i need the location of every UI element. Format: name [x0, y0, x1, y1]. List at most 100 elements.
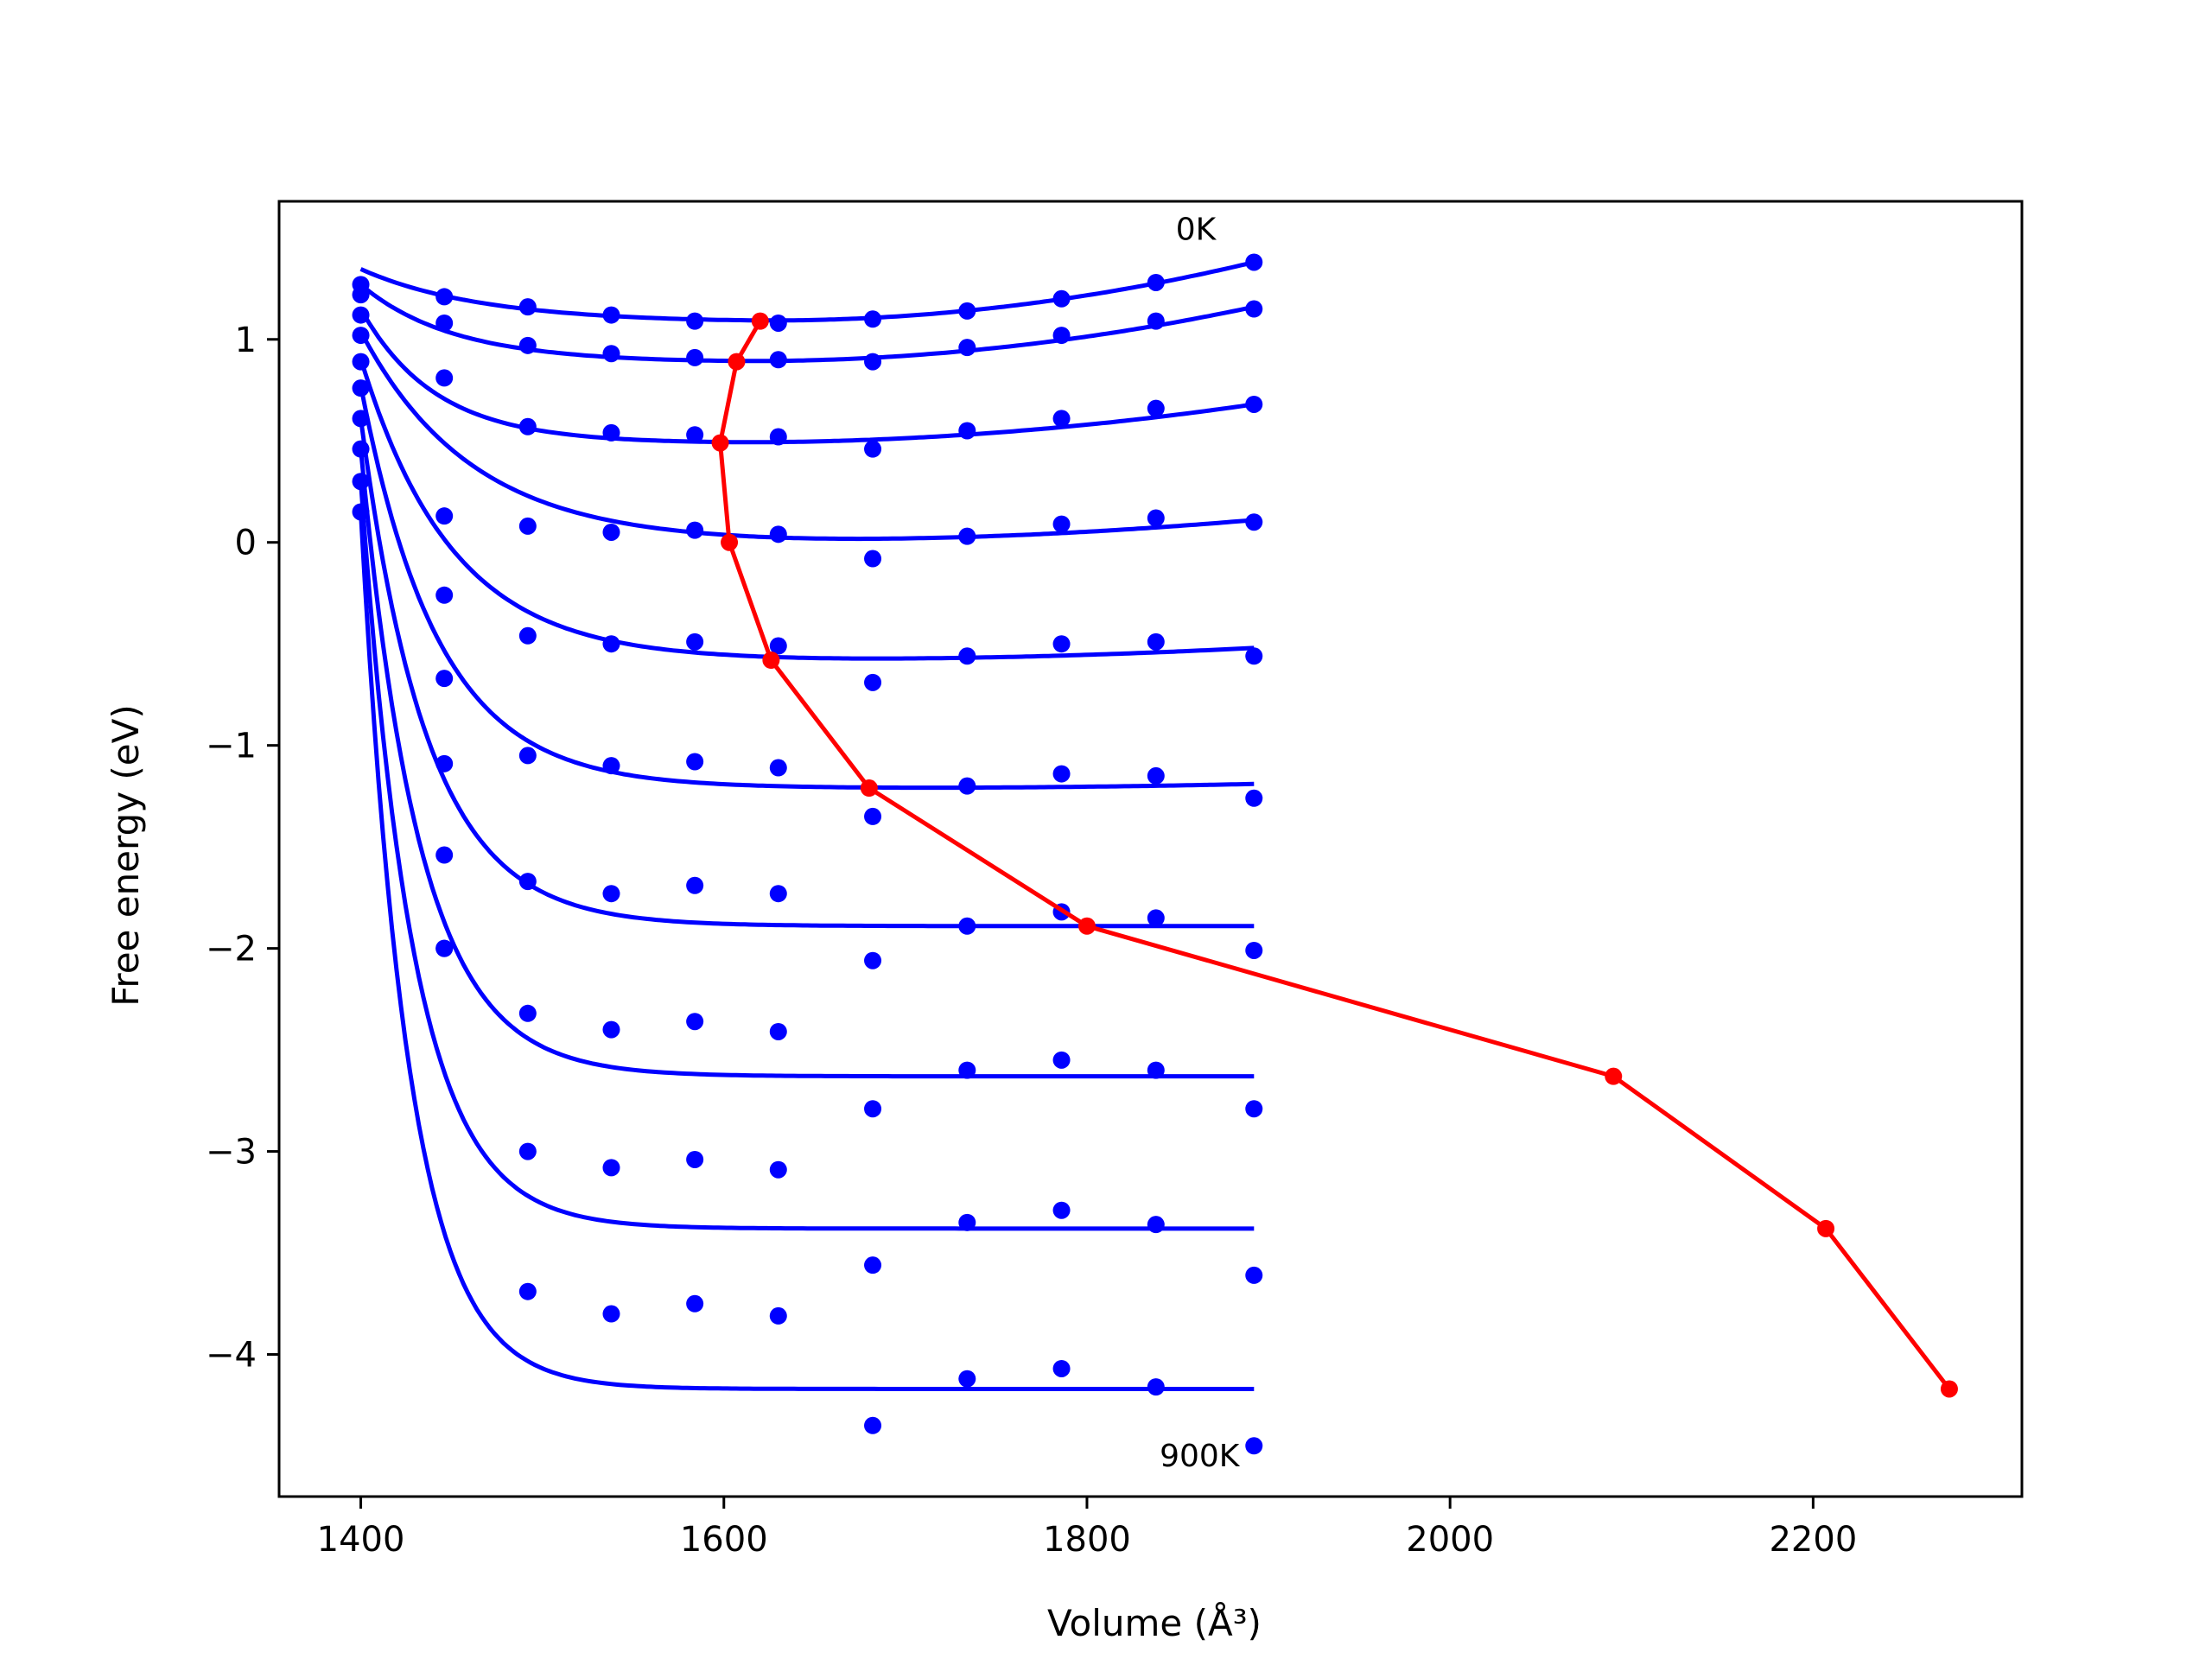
equilibrium-point: [1817, 1219, 1835, 1237]
data-point-800k: [1052, 1201, 1071, 1219]
data-point-400k: [435, 586, 454, 604]
data-point-800k: [1245, 1266, 1263, 1284]
data-point-700k: [602, 1020, 620, 1039]
data-point-400k: [1147, 632, 1165, 651]
data-point-0k: [602, 306, 620, 324]
fit-curve-0k: [359, 260, 1255, 323]
data-point-0k: [1052, 289, 1071, 308]
data-point-900k: [602, 1305, 620, 1323]
data-point-600k: [518, 873, 537, 891]
data-point-600k: [1245, 941, 1263, 959]
data-point-100k: [1245, 300, 1263, 318]
data-point-500k: [686, 753, 704, 771]
data-point-500k: [769, 759, 787, 777]
data-point-700k: [864, 1100, 882, 1118]
data-point-0k: [518, 298, 537, 316]
data-point-300k: [1147, 509, 1165, 527]
fit-curve-600k: [359, 418, 1255, 929]
data-point-600k: [769, 885, 787, 903]
data-point-900k: [352, 503, 370, 521]
data-point-200k: [958, 422, 976, 440]
data-point-500k: [435, 670, 454, 688]
x-tick-label: 1600: [680, 1520, 768, 1560]
data-point-700k: [1245, 1100, 1263, 1118]
data-point-200k: [1052, 410, 1071, 428]
data-point-200k: [1147, 399, 1165, 417]
data-point-800k: [1147, 1216, 1165, 1234]
data-point-300k: [864, 550, 882, 568]
data-point-800k: [602, 1159, 620, 1177]
data-point-400k: [352, 353, 370, 371]
fit-curve-700k: [359, 448, 1255, 1079]
plot-frame: [277, 200, 2024, 1498]
equilibrium-point: [1940, 1380, 1958, 1398]
data-point-400k: [686, 632, 704, 651]
data-point-100k: [864, 353, 882, 371]
data-point-100k: [435, 314, 454, 332]
data-point-700k: [518, 1004, 537, 1022]
data-point-0k: [958, 302, 976, 320]
data-point-200k: [864, 440, 882, 458]
data-point-200k: [518, 417, 537, 435]
equilibrium-point: [751, 312, 769, 330]
data-point-300k: [435, 507, 454, 525]
data-point-300k: [518, 517, 537, 535]
data-point-700k: [686, 1013, 704, 1031]
data-point-100k: [602, 345, 620, 363]
y-axis-label: Free energy (eV): [105, 704, 147, 1007]
equilibrium-point: [711, 434, 729, 452]
data-point-600k: [602, 885, 620, 903]
data-point-100k: [1147, 312, 1165, 330]
data-point-100k: [1052, 327, 1071, 345]
equilibrium-volume-line: [718, 320, 1951, 1390]
data-point-200k: [435, 369, 454, 387]
fit-curve-300k: [359, 330, 1255, 542]
axes: 1400 1600 1800 2000 2200 −4 −3 −2 −1 0 1: [206, 200, 2024, 1560]
data-point-900k: [518, 1282, 537, 1300]
data-point-500k: [864, 807, 882, 825]
data-point-500k: [352, 379, 370, 397]
data-point-600k: [352, 410, 370, 428]
x-tick-label: 2200: [1769, 1520, 1857, 1560]
data-point-300k: [352, 327, 370, 345]
equilibrium-point: [1605, 1067, 1623, 1085]
data-point-500k: [602, 757, 620, 775]
data-point-600k: [435, 754, 454, 772]
data-point-100k: [352, 286, 370, 304]
fit-curve-900k: [359, 512, 1255, 1391]
equilibrium-point: [762, 651, 780, 669]
data-point-200k: [602, 423, 620, 442]
data-point-600k: [1147, 909, 1165, 927]
data-point-400k: [1052, 635, 1071, 653]
data-point-900k: [958, 1370, 976, 1388]
data-point-100k: [686, 348, 704, 366]
data-point-800k: [518, 1142, 537, 1160]
data-point-900k: [1052, 1359, 1071, 1377]
data-point-600k: [686, 876, 704, 894]
data-point-500k: [1052, 765, 1071, 783]
temperature-annotation: 900K: [1160, 1439, 1241, 1474]
data-point-700k: [769, 1022, 787, 1040]
data-point-600k: [958, 917, 976, 935]
data-point-400k: [518, 626, 537, 645]
x-tick-label: 2000: [1406, 1520, 1494, 1560]
data-point-800k: [864, 1256, 882, 1274]
data-point-500k: [1245, 789, 1263, 807]
fit-curve-100k: [359, 283, 1255, 364]
fit-curve-200k: [359, 308, 1255, 445]
data-point-800k: [686, 1150, 704, 1168]
data-point-500k: [1147, 766, 1165, 785]
data-point-400k: [1245, 647, 1263, 665]
data-point-800k: [958, 1213, 976, 1231]
y-tick-label: −3: [206, 1133, 257, 1173]
data-point-900k: [864, 1416, 882, 1434]
data-point-200k: [352, 306, 370, 324]
temperature-annotation: 0K: [1176, 213, 1217, 248]
data-point-800k: [352, 473, 370, 491]
data-point-700k: [435, 846, 454, 864]
data-point-100k: [769, 351, 787, 369]
data-point-0k: [435, 288, 454, 306]
data-point-700k: [1147, 1061, 1165, 1079]
plot-area: 0K 900K: [352, 213, 1958, 1474]
equilibrium-point: [1077, 917, 1096, 935]
